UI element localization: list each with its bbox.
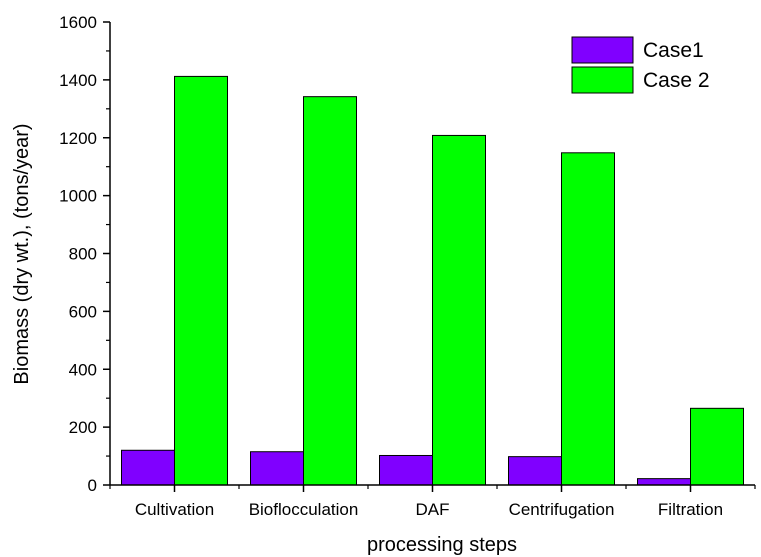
bar-case1-bioflocculation — [250, 451, 304, 486]
x-tick-label: Centrifugation — [509, 500, 615, 519]
y-tick-label: 1200 — [59, 129, 97, 148]
x-axis-title: processing steps — [367, 534, 517, 556]
x-tick-label: Filtration — [658, 500, 723, 519]
y-tick-label: 0 — [88, 476, 97, 495]
x-tick-label: Cultivation — [135, 500, 214, 519]
x-tick-label: DAF — [416, 500, 450, 519]
y-axis-title: Biomass (dry wt.), (tons/year) — [11, 123, 33, 384]
x-tick-label: Bioflocculation — [249, 500, 359, 519]
y-tick-label: 200 — [69, 418, 97, 437]
y-tick-label: 400 — [69, 360, 97, 379]
bar-case1-centrifugation — [508, 456, 562, 486]
bar-case1-cultivation — [121, 449, 175, 486]
x-ticks-group: Cultivation Bioflocculation DAF Centrifugat… — [109, 485, 756, 519]
bar-case2-daf — [432, 134, 486, 486]
y-tick-label: 1000 — [59, 187, 97, 206]
bar-case2-filtration — [690, 407, 744, 486]
legend-swatch-case2 — [571, 66, 634, 94]
bar-case1-filtration — [637, 478, 691, 486]
y-tick-label: 800 — [69, 245, 97, 264]
legend-label-case2: Case 2 — [643, 69, 710, 92]
y-tick-label: 1600 — [59, 13, 97, 32]
legend-swatch-case1 — [571, 36, 634, 64]
y-ticks-group: 0 200 400 600 800 1000 1200 1400 1600 — [59, 13, 110, 495]
legend: Case1 Case 2 — [571, 36, 710, 94]
bar-case2-centrifugation — [561, 152, 615, 486]
legend-label-case1: Case1 — [643, 39, 704, 62]
bar-case2-bioflocculation — [303, 96, 357, 486]
y-tick-label: 1400 — [59, 71, 97, 90]
y-tick-label: 600 — [69, 302, 97, 321]
bar-case1-daf — [379, 454, 433, 486]
bar-case2-cultivation — [174, 75, 228, 486]
bars-group — [121, 75, 744, 486]
